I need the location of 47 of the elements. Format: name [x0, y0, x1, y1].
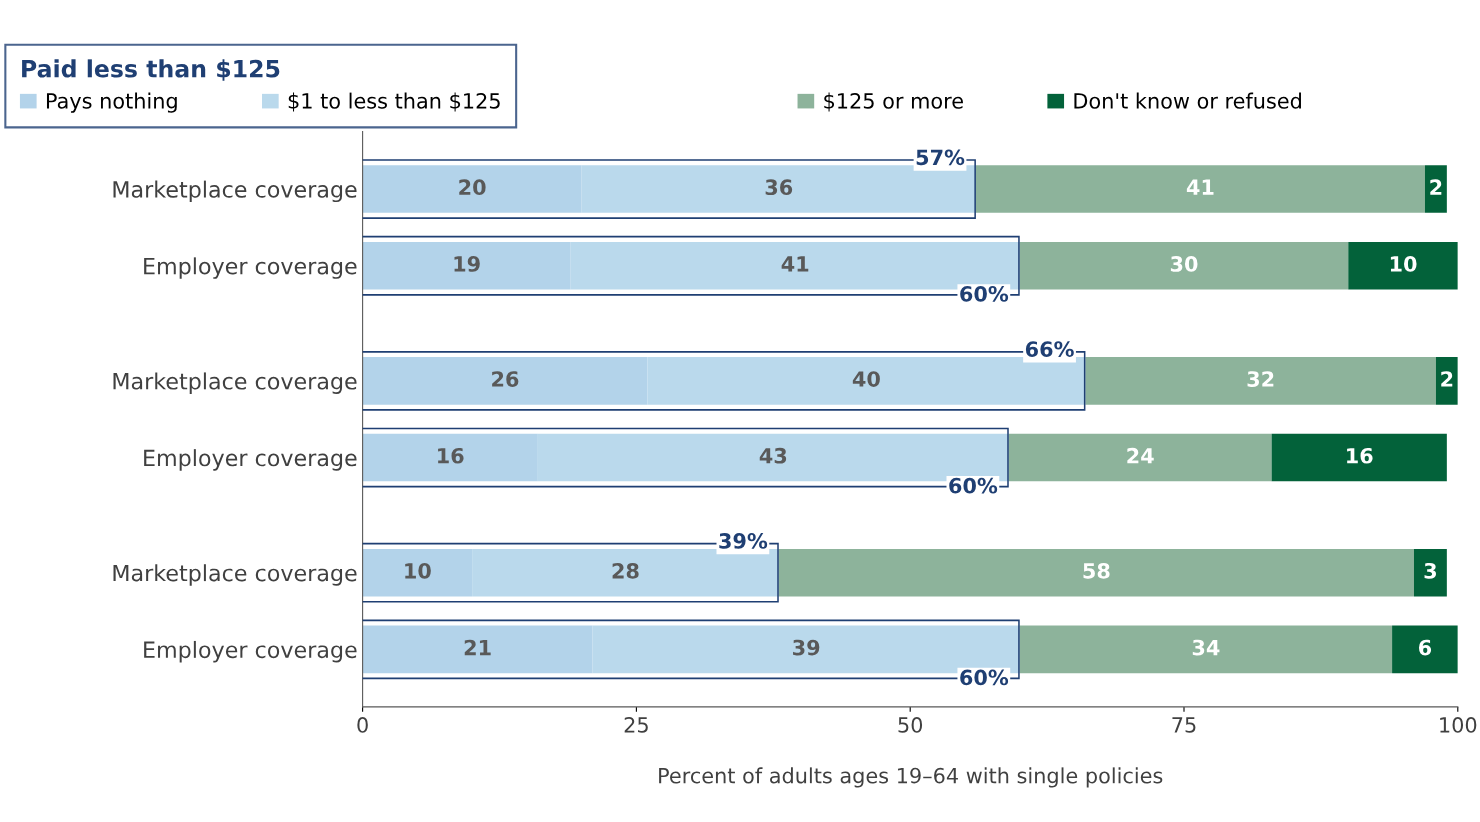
data-label: 39	[793, 639, 820, 656]
annotation: 39%	[719, 533, 768, 549]
y-tick-label: Employer coverage	[144, 257, 357, 279]
data-label: 3	[1424, 562, 1437, 579]
y-tick-label: Employer coverage	[144, 449, 357, 471]
annotation: 60%	[960, 285, 1009, 302]
x-tick-label: 0	[357, 717, 368, 733]
annotation: 60%	[949, 477, 998, 494]
data-label: 34	[1192, 639, 1220, 656]
y-tick-label: Employer coverage	[144, 640, 357, 663]
x-axis-title: Percent of adults ages 19–64 with single policies	[659, 767, 1163, 788]
data-label: 26	[492, 371, 519, 387]
data-label: 2	[1430, 179, 1442, 195]
y-tick-label: Marketplace coverage	[113, 564, 357, 586]
legend-title: Paid less than $125	[22, 59, 280, 81]
annotation: 57%	[916, 149, 965, 166]
data-label: 10	[1390, 256, 1417, 272]
legend-label: Pays nothing	[46, 92, 177, 113]
data-label: 41	[781, 256, 809, 272]
data-label: 43	[759, 447, 787, 464]
data-label: 32	[1247, 371, 1274, 387]
data-label: 16	[1347, 447, 1373, 464]
legend-label: $125 or more	[824, 92, 963, 112]
data-label: 28	[612, 562, 639, 579]
data-label: 40	[852, 371, 880, 387]
data-label: 41	[1186, 179, 1214, 195]
x-tick-label: 75	[1172, 717, 1196, 733]
y-tick-label: Marketplace coverage	[113, 180, 357, 203]
legend-label: $1 to less than $125	[288, 92, 500, 112]
legend-label: Don't know or refused	[1074, 92, 1301, 109]
x-tick-label: 100	[1440, 717, 1477, 733]
annotation: 66%	[1025, 341, 1074, 357]
data-label: 6	[1418, 639, 1432, 656]
data-label: 19	[454, 256, 480, 272]
data-label: 16	[438, 447, 464, 464]
data-label: 58	[1083, 562, 1110, 579]
data-label: 21	[464, 639, 491, 656]
data-label: 30	[1170, 256, 1198, 272]
data-label: 36	[765, 179, 793, 196]
x-tick-label: 50	[898, 717, 923, 733]
data-label: 20	[459, 179, 486, 196]
y-tick-label: Marketplace coverage	[113, 372, 357, 394]
data-label: 24	[1127, 447, 1154, 464]
data-label: 10	[405, 562, 431, 579]
annotation: 60%	[960, 669, 1009, 686]
x-tick-label: 25	[624, 717, 648, 733]
data-label: 2	[1441, 371, 1453, 387]
